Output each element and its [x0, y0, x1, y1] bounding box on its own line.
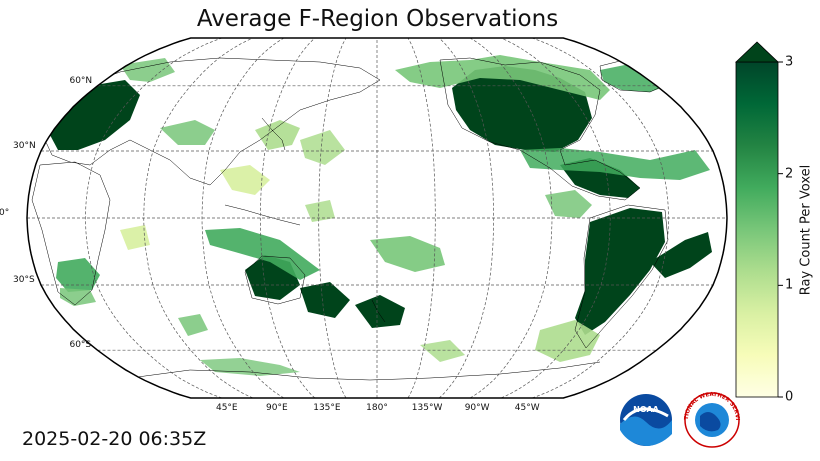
lat-label-60n: 60°N: [69, 75, 93, 86]
lat-label-30n: 30°N: [13, 141, 36, 152]
lon-label-45e: 45°E: [215, 403, 238, 413]
obs-patch-coral-sea: [370, 236, 445, 272]
coastlines: [31, 55, 677, 381]
lon-label-135w: 135°W: [411, 403, 443, 413]
noaa-logo: NOAA: [620, 394, 672, 446]
coastline-australia: [244, 255, 306, 305]
coastline-new-zealand: [371, 299, 386, 323]
obs-patch-europe-fringe: [120, 58, 175, 82]
colorbar-tick-label-1: 1: [785, 277, 794, 293]
obs-patch-north-america-fringe: [395, 55, 610, 100]
obs-patch-south-pacific: [420, 340, 465, 362]
obs-patch-east-asia: [160, 120, 215, 145]
colorbar-tick-label-2: 2: [785, 166, 794, 182]
obs-patch-mid-indian: [120, 225, 150, 250]
noaa-logo-text: NOAA: [633, 405, 659, 414]
obs-patch-southern-africa: [56, 258, 100, 292]
obs-patch-indian-ocean: [178, 314, 208, 336]
colorbar-ticks: [778, 61, 783, 398]
obs-patch-greenland: [600, 62, 672, 92]
obs-patch-antarctic-coast: [200, 358, 300, 376]
lat-label-equator: 0°: [0, 208, 10, 218]
colorbar-title: Ray Count Per Voxel: [798, 164, 814, 296]
lon-label-135e: 135°E: [313, 403, 341, 413]
obs-patch-eastern-pacific: [545, 190, 592, 218]
obs-patch-caribbean: [520, 148, 710, 180]
observation-density-layer: [50, 55, 712, 376]
lon-label-180: 180°: [366, 403, 388, 413]
obs-patch-western-pacific: [305, 200, 335, 222]
coastline-north-america: [439, 57, 641, 201]
lat-label-30s: 30°S: [13, 274, 35, 285]
map-boundary: [26, 37, 728, 399]
colorbar-tick-label-0: 0: [785, 389, 794, 405]
obs-patch-tasman: [355, 295, 405, 328]
obs-patch-southeast-asia: [220, 165, 270, 195]
obs-patch-south-america: [575, 208, 665, 335]
obs-patch-europe: [50, 80, 140, 150]
obs-patch-australia-fringe: [205, 228, 320, 280]
coastline-antarctica: [129, 361, 601, 381]
map-title: Average F-Region Observations: [196, 6, 559, 32]
obs-patch-africa-south-tip: [60, 288, 96, 306]
coastline-south-america: [574, 204, 669, 349]
coastline-indonesia: [224, 204, 301, 226]
obs-patch-north-pacific: [300, 130, 345, 165]
lon-label-90w: 90°W: [464, 403, 490, 413]
colorbar-tick-label-3: 3: [785, 54, 794, 70]
lat-label-60s: 60°S: [69, 340, 92, 351]
obs-patch-australia-east: [300, 282, 350, 318]
graticule: [27, 38, 727, 398]
obs-patch-south-atlantic: [650, 232, 712, 278]
obs-patch-japan: [255, 120, 300, 150]
coastline-japan: [261, 117, 286, 151]
lon-label-90e: 90°E: [266, 403, 288, 413]
obs-patch-south-america-fringe: [535, 320, 600, 362]
colorbar: [735, 41, 783, 398]
coastline-eurasia: [44, 57, 381, 186]
colorbar-scale: [735, 61, 779, 398]
lon-label-45w: 45°W: [514, 403, 540, 413]
timestamp: 2025-02-20 06:35Z: [22, 428, 207, 450]
coastline-africa: [31, 161, 111, 306]
map-area: [31, 55, 712, 381]
colorbar-extend-arrow: [735, 41, 779, 63]
